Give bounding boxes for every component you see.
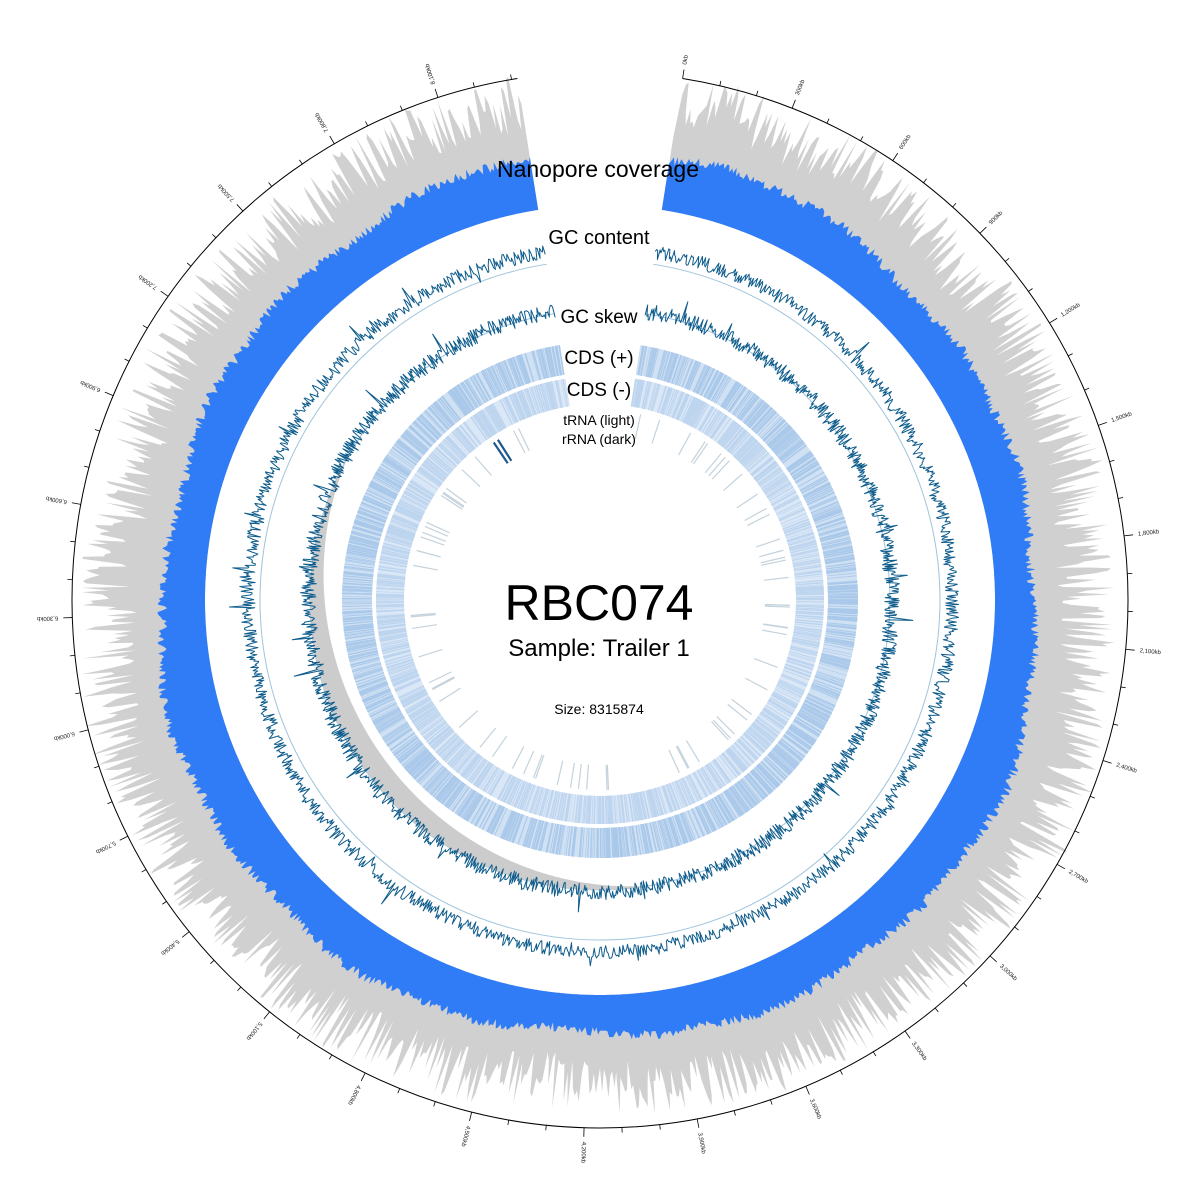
tick-label: 3,300kb (910, 1041, 928, 1062)
tick-label: 1,500kb (1111, 411, 1134, 424)
tick-label: 1,200kb (1060, 302, 1082, 319)
gc-content-line (228, 245, 959, 967)
tick-label: 1,800kb (1138, 529, 1161, 538)
tick-label: 600kb (899, 133, 913, 150)
tick-label: 6,600kb (45, 494, 68, 504)
tick-label: 3,000kb (998, 964, 1018, 983)
tick-label: 0kb (682, 54, 690, 65)
cds-plus-track (342, 345, 858, 858)
tick-label: 2,700kb (1067, 869, 1089, 885)
cds-minus-track (376, 378, 824, 824)
rrna-track-label: rRNA (dark) (562, 431, 636, 447)
tick-label: 5,400kb (159, 938, 180, 956)
tick-label: 5,100kb (244, 1020, 262, 1041)
tick-label: 2,100kb (1139, 648, 1161, 656)
tick-label: 3,900kb (696, 1132, 706, 1155)
tick-label: 5,700kb (94, 839, 116, 854)
genome-size-label: Size: 8315874 (554, 701, 644, 717)
tick-label: 3,600kb (808, 1098, 822, 1121)
tick-label: 6,900kb (79, 378, 102, 392)
tick-label: 4,500kb (459, 1125, 470, 1148)
rrna-track (492, 439, 513, 464)
position-axis: 0kb 300kb 600kb 900kb 1,200kb 1,500kb 1,800kb 2… (36, 54, 1162, 1164)
tick-label: 2,400kb (1115, 763, 1138, 775)
trna-track-label: tRNA (light) (563, 412, 635, 428)
gc-skew-line (291, 301, 914, 913)
tick-label: 4,800kb (346, 1084, 361, 1106)
sample-subtitle: Sample: Trailer 1 (508, 635, 689, 662)
tick-label: 7,200kb (137, 273, 158, 291)
gc-skew-track-label: GC skew (560, 307, 637, 328)
tick-label: 4,200kb (579, 1142, 586, 1164)
tick-label: 900kb (988, 210, 1004, 226)
trna-track (410, 414, 790, 790)
tick-label: 300kb (795, 78, 807, 96)
coverage-track-label: Nanopore coverage (497, 156, 699, 182)
tick-label: 7,500kb (217, 182, 236, 202)
genome-title: RBC074 (505, 575, 694, 631)
cds-plus-track-label: CDS (+) (564, 348, 633, 369)
gc-content-baseline (259, 263, 941, 941)
tick-label: 6,000kb (52, 730, 75, 741)
map-tracks (81, 77, 1115, 1115)
tick-label: 6,300kb (36, 614, 58, 621)
cds-minus-track-label: CDS (-) (567, 380, 631, 401)
gc-content-track-label: GC content (548, 227, 650, 249)
axis-circle (71, 78, 1129, 1129)
tick-label: 7,800kb (314, 111, 330, 133)
tick-label: 8,100kb (425, 62, 437, 85)
